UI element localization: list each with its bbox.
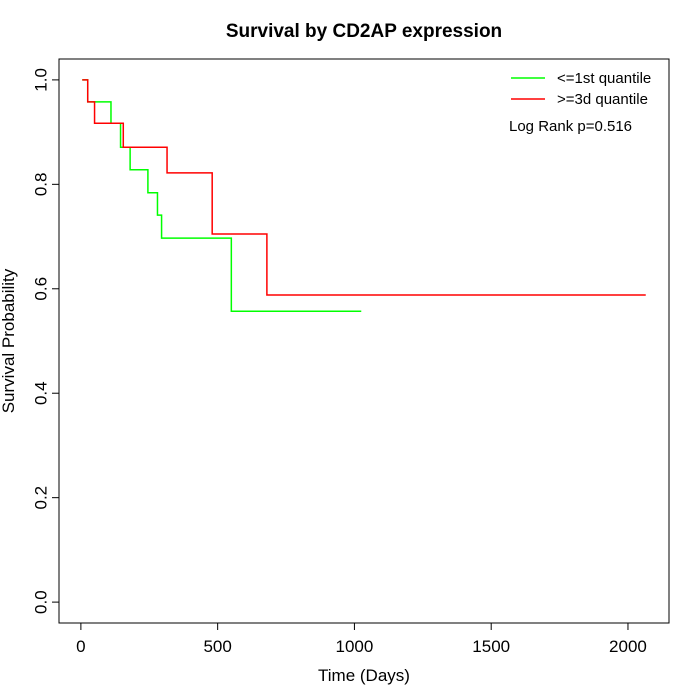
y-axis: 0.0 0.2 0.4 0.6 0.8 1.0 bbox=[32, 68, 60, 614]
x-axis-title: Time (Days) bbox=[318, 666, 410, 685]
series-line-2 bbox=[82, 79, 646, 296]
y-tick-label: 1.0 bbox=[32, 68, 51, 92]
legend-label: <=1st quantile bbox=[557, 70, 651, 87]
y-tick-label: 0.2 bbox=[32, 486, 51, 510]
x-tick-label: 2000 bbox=[609, 637, 647, 656]
y-tick-label: 0.4 bbox=[32, 381, 51, 405]
x-tick-label: 1500 bbox=[472, 637, 510, 656]
series-line-1 bbox=[82, 79, 362, 312]
y-tick-label: 0.6 bbox=[32, 277, 51, 301]
y-axis-title: Survival Probability bbox=[0, 268, 18, 413]
x-tick-label: 1000 bbox=[336, 637, 374, 656]
series-layer bbox=[82, 79, 646, 312]
legend-label: >=3d quantile bbox=[557, 91, 648, 108]
legend: <=1st quantile >=3d quantile bbox=[511, 70, 651, 108]
x-tick-label: 500 bbox=[203, 637, 231, 656]
plot-frame bbox=[58, 58, 670, 624]
x-axis: 0 500 1000 1500 2000 bbox=[76, 622, 647, 656]
x-tick-label: 0 bbox=[76, 637, 85, 656]
y-tick-label: 0.0 bbox=[32, 590, 51, 614]
y-tick-label: 0.8 bbox=[32, 173, 51, 197]
log-rank-annotation: Log Rank p=0.516 bbox=[509, 118, 632, 135]
chart-title: Survival by CD2AP expression bbox=[226, 21, 502, 42]
